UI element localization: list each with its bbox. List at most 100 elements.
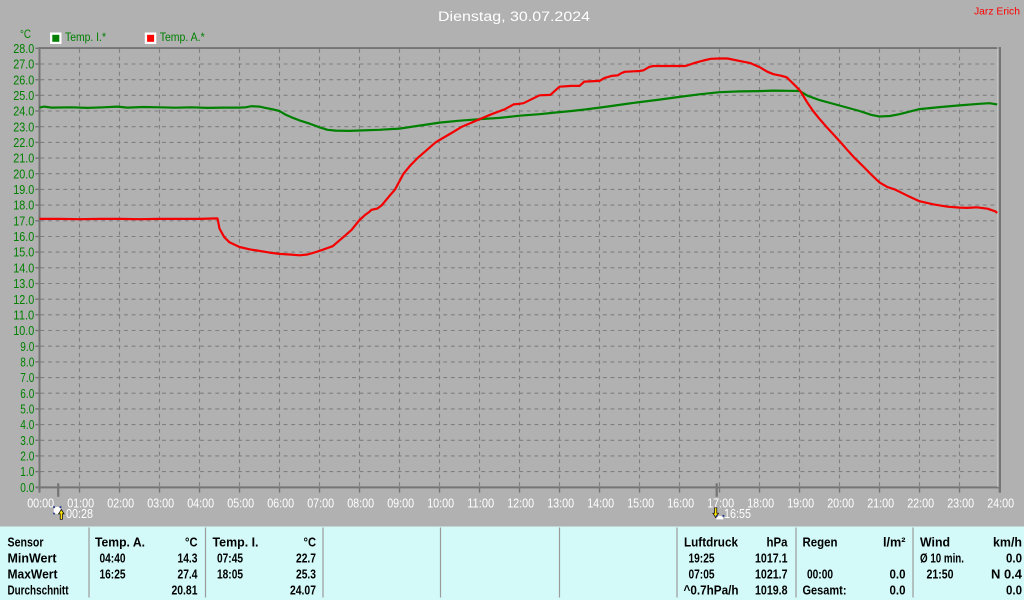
svg-text:Luftdruck: Luftdruck <box>684 535 739 550</box>
svg-text:20:00: 20:00 <box>827 496 854 511</box>
svg-text:0.0: 0.0 <box>890 583 906 598</box>
svg-text:24.0: 24.0 <box>13 104 34 119</box>
svg-text:21.0: 21.0 <box>13 151 34 166</box>
svg-text:0.0: 0.0 <box>1006 583 1022 598</box>
svg-text:Wind: Wind <box>920 535 950 550</box>
svg-text:Temp. I.*: Temp. I.* <box>65 30 106 44</box>
svg-text:12:00: 12:00 <box>507 496 534 511</box>
svg-text:01:00: 01:00 <box>67 496 94 511</box>
svg-text:Gesamt:: Gesamt: <box>803 583 847 598</box>
svg-text:11.0: 11.0 <box>13 307 34 322</box>
svg-text:Ø 10 min.: Ø 10 min. <box>920 551 964 566</box>
svg-text:Regen: Regen <box>803 535 838 550</box>
svg-text:22:00: 22:00 <box>907 496 934 511</box>
svg-text:16:25: 16:25 <box>100 567 126 582</box>
svg-text:23:00: 23:00 <box>947 496 974 511</box>
svg-text:^0.7hPa/h: ^0.7hPa/h <box>684 583 739 598</box>
svg-text:9.0: 9.0 <box>20 339 34 354</box>
svg-text:Sensor: Sensor <box>8 535 44 550</box>
svg-text:15.0: 15.0 <box>13 245 34 260</box>
svg-text:07:45: 07:45 <box>217 551 243 566</box>
svg-text:23.0: 23.0 <box>13 119 34 134</box>
svg-text:25.0: 25.0 <box>13 88 34 103</box>
svg-text:Temp. A.: Temp. A. <box>95 535 145 550</box>
svg-text:13.0: 13.0 <box>13 276 34 291</box>
svg-text:14.3: 14.3 <box>178 551 198 566</box>
svg-text:24.07: 24.07 <box>290 583 316 598</box>
svg-text:8.0: 8.0 <box>20 355 34 370</box>
svg-text:17:00: 17:00 <box>707 496 734 511</box>
svg-text:18.0: 18.0 <box>13 198 34 213</box>
svg-text:N 0.4: N 0.4 <box>991 567 1023 582</box>
svg-text:16.0: 16.0 <box>13 229 34 244</box>
svg-text:16:00: 16:00 <box>667 496 694 511</box>
svg-text:16:55: 16:55 <box>724 506 751 521</box>
svg-text:28.0: 28.0 <box>13 41 34 56</box>
svg-text:Temp. I.: Temp. I. <box>213 535 259 550</box>
svg-text:5.0: 5.0 <box>20 402 34 417</box>
svg-text:05:00: 05:00 <box>227 496 254 511</box>
svg-text:14:00: 14:00 <box>587 496 614 511</box>
svg-text:17.0: 17.0 <box>13 213 34 228</box>
svg-text:2.0: 2.0 <box>20 449 34 464</box>
svg-text:09:00: 09:00 <box>387 496 414 511</box>
svg-text:27.0: 27.0 <box>13 57 34 72</box>
svg-text:25.3: 25.3 <box>296 567 316 582</box>
svg-text:22.0: 22.0 <box>13 135 34 150</box>
svg-text:1019.8: 1019.8 <box>755 583 788 598</box>
svg-text:21:50: 21:50 <box>927 567 954 582</box>
svg-text:19:25: 19:25 <box>689 551 715 566</box>
svg-text:12.0: 12.0 <box>13 292 34 307</box>
svg-text:00:28: 00:28 <box>66 506 93 521</box>
svg-text:00:00: 00:00 <box>27 496 54 511</box>
svg-text:°C: °C <box>20 27 31 41</box>
svg-text:08:00: 08:00 <box>347 496 374 511</box>
svg-text:7.0: 7.0 <box>20 370 34 385</box>
svg-text:14.0: 14.0 <box>13 260 34 275</box>
svg-text:07:00: 07:00 <box>307 496 334 511</box>
svg-text:1.0: 1.0 <box>20 464 34 479</box>
svg-text:06:00: 06:00 <box>267 496 294 511</box>
svg-text:19:00: 19:00 <box>787 496 814 511</box>
svg-text:18:05: 18:05 <box>217 567 243 582</box>
svg-text:3.0: 3.0 <box>20 433 34 448</box>
svg-text:22.7: 22.7 <box>296 551 316 566</box>
svg-text:0.0: 0.0 <box>1006 551 1022 566</box>
svg-text:4.0: 4.0 <box>20 417 34 432</box>
svg-text:Durchschnitt: Durchschnitt <box>8 583 70 598</box>
svg-text:Temp. A.*: Temp. A.* <box>160 30 205 44</box>
svg-text:6.0: 6.0 <box>20 386 34 401</box>
svg-text:°C: °C <box>185 535 198 550</box>
svg-text:MinWert: MinWert <box>8 551 58 566</box>
svg-text:hPa: hPa <box>767 535 789 550</box>
svg-text:10:00: 10:00 <box>427 496 454 511</box>
svg-text:02:00: 02:00 <box>107 496 134 511</box>
svg-text:27.4: 27.4 <box>178 567 199 582</box>
svg-text:Jarz Erich: Jarz Erich <box>974 5 1020 17</box>
svg-text:03:00: 03:00 <box>147 496 174 511</box>
svg-text:MaxWert: MaxWert <box>8 567 59 582</box>
svg-text:26.0: 26.0 <box>13 72 34 87</box>
svg-text:19.0: 19.0 <box>13 182 34 197</box>
svg-text:15:00: 15:00 <box>627 496 654 511</box>
svg-text:11:00: 11:00 <box>467 496 494 511</box>
svg-text:04:40: 04:40 <box>100 551 126 566</box>
svg-text:Dienstag, 30.07.2024: Dienstag, 30.07.2024 <box>438 9 591 24</box>
svg-text:0.0: 0.0 <box>890 567 906 582</box>
svg-text:24:00: 24:00 <box>987 496 1014 511</box>
svg-text:00:00: 00:00 <box>807 567 833 582</box>
svg-text:0.0: 0.0 <box>20 480 34 495</box>
svg-text:°C: °C <box>304 535 317 550</box>
svg-text:20.81: 20.81 <box>172 583 198 598</box>
svg-text:10.0: 10.0 <box>13 323 34 338</box>
svg-text:13:00: 13:00 <box>547 496 574 511</box>
svg-text:21:00: 21:00 <box>867 496 894 511</box>
svg-text:20.0: 20.0 <box>13 166 34 181</box>
svg-text:km/h: km/h <box>993 535 1022 550</box>
svg-text:07:05: 07:05 <box>689 567 715 582</box>
svg-text:18:00: 18:00 <box>747 496 774 511</box>
svg-text:1021.7: 1021.7 <box>755 567 788 582</box>
svg-text:1017.1: 1017.1 <box>755 551 788 566</box>
svg-text:04:00: 04:00 <box>187 496 214 511</box>
svg-text:l/m²: l/m² <box>883 535 906 550</box>
